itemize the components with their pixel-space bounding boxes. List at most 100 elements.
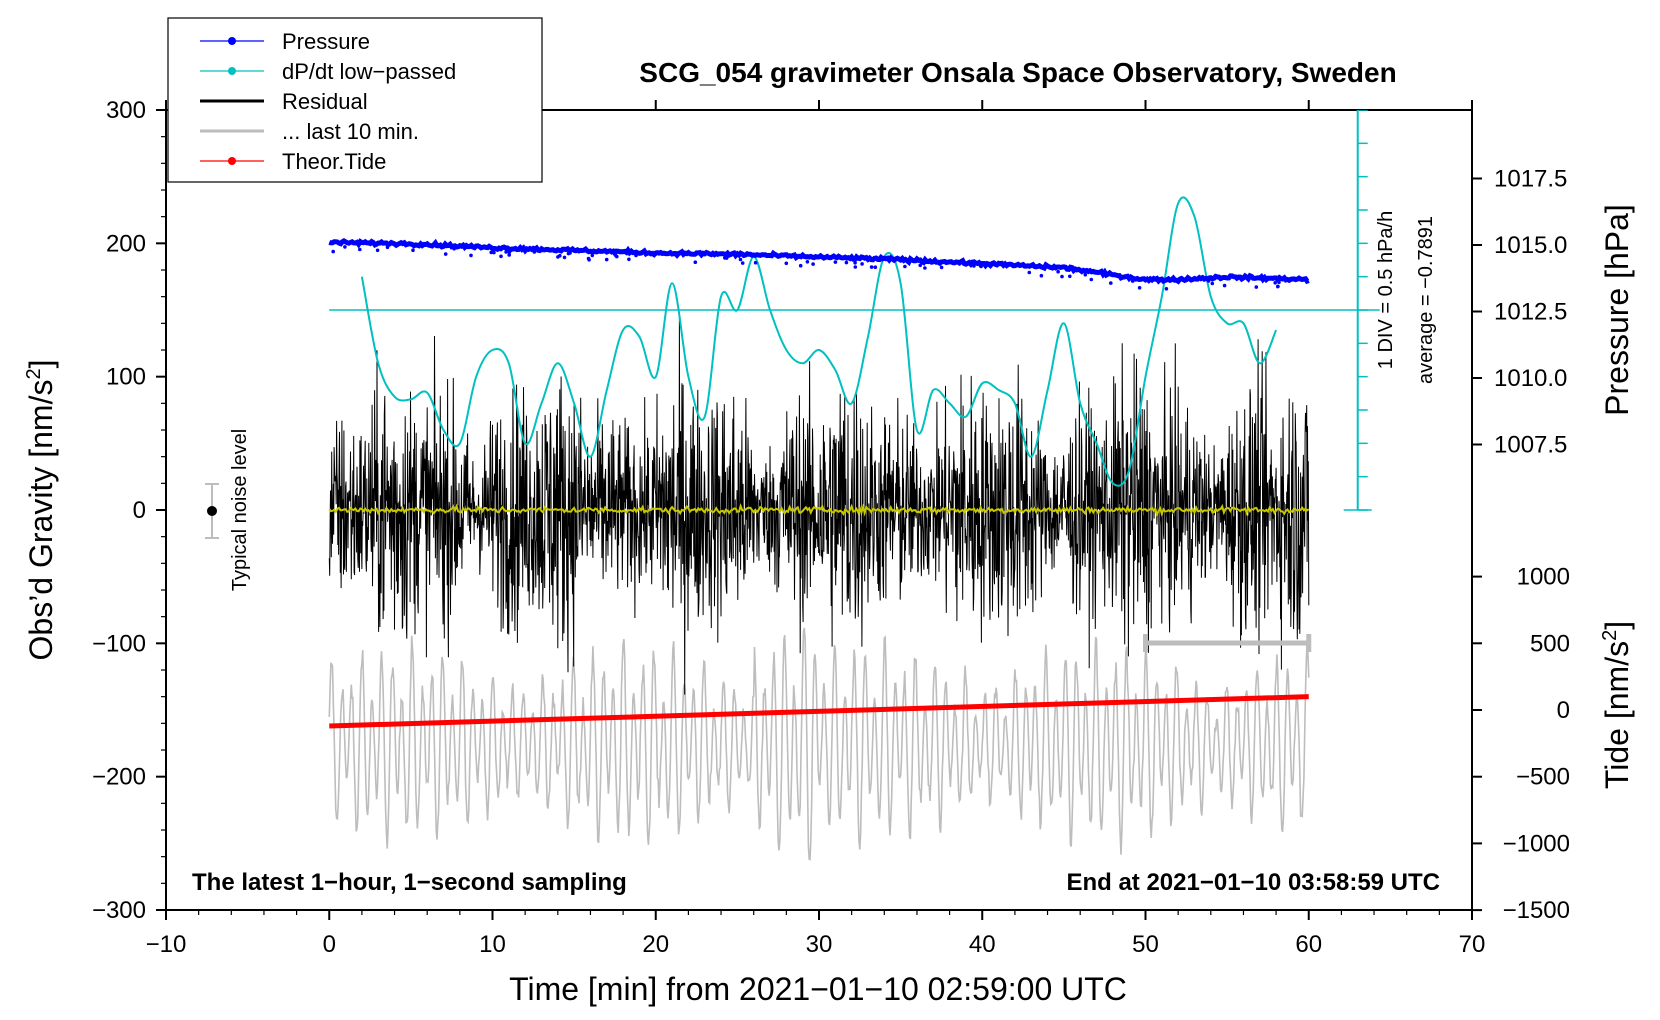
y-tick-label: 200 (106, 230, 146, 257)
pressure-point (939, 265, 944, 270)
x-axis: −10 0 10 20 30 40 50 60 70 (146, 100, 1486, 958)
pressure-line (328, 238, 1310, 285)
series-pressure (328, 238, 1310, 291)
pressure-point (798, 263, 803, 268)
pressure-point (1130, 279, 1135, 283)
pressure-point (853, 265, 858, 269)
x-tick-label: 70 (1459, 931, 1486, 958)
pressure-point (869, 265, 874, 269)
pressure-tick-label: 1012.5 (1494, 299, 1567, 326)
legend-label: dP/dt low−passed (282, 59, 456, 84)
series-theor-tide (329, 694, 1309, 729)
pressure-point (844, 260, 849, 265)
series-last-10-min (328, 627, 1310, 861)
tide-line (329, 694, 1309, 729)
pressure-point (375, 248, 380, 253)
tide-tick-label: 0 (1557, 697, 1570, 724)
y-tick-label: 0 (133, 497, 146, 524)
pressure-point (918, 263, 922, 268)
pressure-point (1164, 287, 1169, 291)
pressure-point (492, 250, 496, 255)
pressure-point (452, 246, 456, 251)
pressure-point (634, 253, 638, 258)
tide-tick-label: −1000 (1503, 830, 1570, 857)
pressure-tick-label: 1015.0 (1494, 232, 1567, 259)
y-axis-tide: 1000 500 0 −500 −1000 −1500 (1472, 564, 1570, 924)
sampling-note: The latest 1−hour, 1−second sampling (192, 869, 627, 896)
last-10-min-line (328, 627, 1310, 861)
pressure-point (1206, 279, 1211, 283)
pressure-point (532, 250, 537, 254)
pressure-point (1273, 281, 1277, 285)
pressure-point (562, 255, 567, 260)
pressure-point (903, 264, 907, 269)
y-tick-label: −100 (92, 630, 146, 657)
y-axis-left-label: Obs’d Gravity [nm/s2] (23, 360, 59, 661)
pressure-point (385, 245, 390, 250)
y-tick-label: −300 (92, 897, 146, 924)
pressure-point (753, 260, 758, 265)
dpdt-scale-label: 1 DIV = 0.5 hPa/h (1375, 211, 1397, 369)
y-tick-label: 300 (106, 97, 146, 124)
pressure-point (972, 264, 976, 268)
pressure-point (923, 266, 927, 270)
pressure-point (343, 245, 347, 249)
pressure-point (507, 250, 512, 254)
y-axis-pressure-label: Pressure [hPa] (1599, 204, 1635, 416)
pressure-point (811, 262, 815, 266)
pressure-point (740, 261, 745, 265)
x-tick-label: 20 (642, 931, 669, 958)
x-tick-label: 0 (323, 931, 336, 958)
pressure-point (833, 260, 838, 264)
tide-tick-label: −500 (1516, 764, 1570, 791)
tide-tick-label: 500 (1530, 630, 1570, 657)
pressure-point (587, 258, 591, 262)
legend-label: Theor.Tide (282, 149, 386, 174)
pressure-tick-label: 1010.0 (1494, 365, 1567, 392)
pressure-point (1210, 281, 1215, 286)
pressure-point (568, 251, 572, 255)
pressure-tick-label: 1017.5 (1494, 166, 1567, 193)
legend: Pressure dP/dt low−passed Residual ... last… (167, 17, 543, 183)
pressure-point (358, 247, 362, 252)
pressure-point (590, 253, 595, 258)
pressure-point (853, 261, 857, 265)
pressure-point (693, 260, 698, 265)
y-tick-label: 100 (106, 364, 146, 391)
pressure-point (331, 249, 336, 254)
pressure-point (1254, 285, 1259, 289)
chart-title: SCG_054 gravimeter Onsala Space Observat… (639, 57, 1396, 88)
legend-marker (228, 37, 236, 45)
pressure-point (627, 257, 631, 262)
legend-marker (228, 157, 236, 165)
pressure-point (499, 254, 503, 259)
y-axis-tide-label: Tide [nm/s2] (1599, 621, 1635, 789)
pressure-point (1089, 277, 1094, 282)
pressure-point (469, 253, 473, 258)
pressure-point (489, 250, 494, 255)
dpdt-line (360, 196, 1278, 487)
x-axis-label: Time [min] from 2021−01−10 02:59:00 UTC (509, 971, 1127, 1007)
noise-level-indicator (205, 483, 219, 539)
y-axis-left: 300 200 100 0 −100 −200 −300 (92, 97, 166, 924)
legend-label: ... last 10 min. (282, 119, 419, 144)
x-tick-label: 60 (1295, 931, 1322, 958)
noise-level-label: Typical noise level (229, 429, 251, 591)
pressure-point (860, 262, 864, 266)
dpdt-scale-bar (329, 110, 1380, 511)
dpdt-average-label: average = −0.7891 (1415, 216, 1437, 384)
pressure-point (1083, 272, 1088, 277)
x-tick-label: 30 (806, 931, 833, 958)
pressure-point (604, 257, 609, 262)
x-tick-label: −10 (146, 931, 187, 958)
series-residual-smoothed (328, 503, 1310, 517)
pressure-point (507, 253, 512, 257)
pressure-point (1137, 286, 1142, 290)
legend-marker (228, 67, 236, 75)
pressure-point (723, 256, 727, 260)
pressure-point (1027, 270, 1032, 275)
series-residual (328, 314, 1310, 695)
pressure-point (805, 260, 810, 264)
residual-smoothed-line (328, 503, 1310, 517)
